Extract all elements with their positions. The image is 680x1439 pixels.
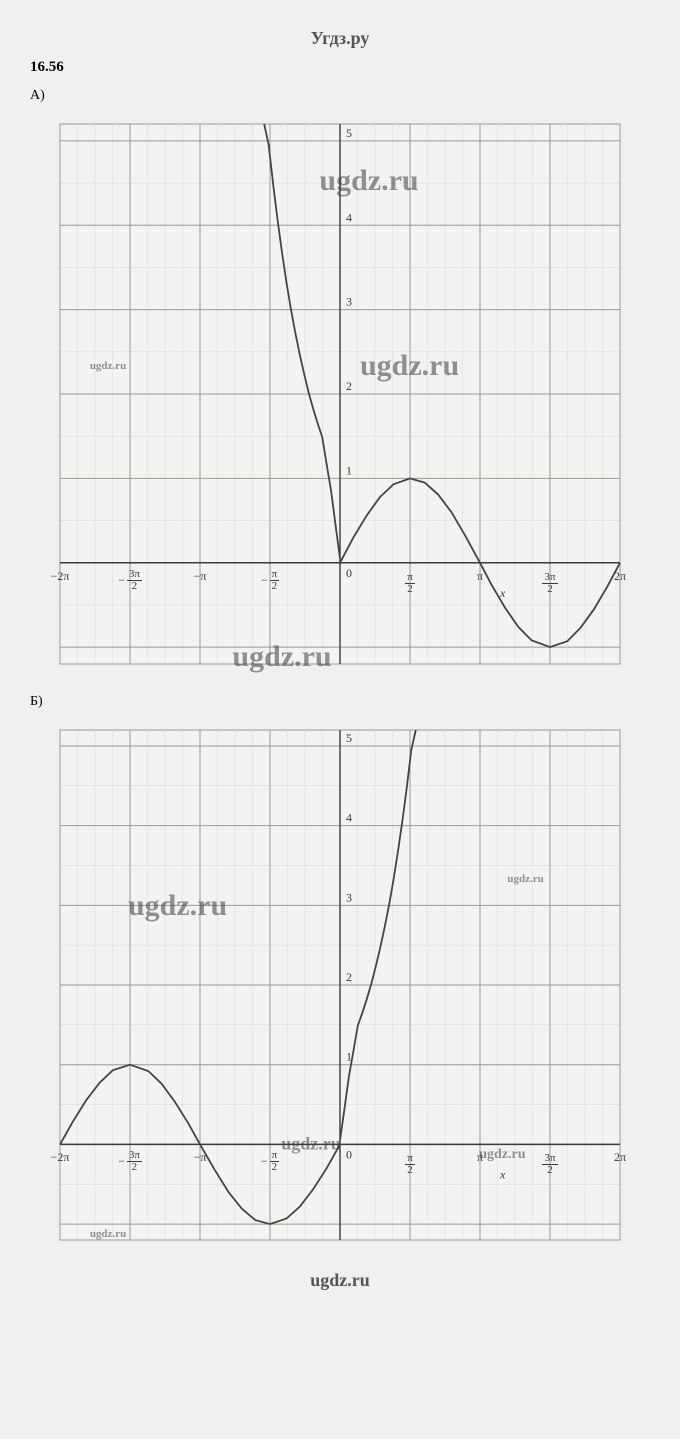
problem-number: 16.56 — [30, 59, 650, 76]
x-tick-label: 3π2 — [532, 1150, 568, 1176]
header-site: Угдз.ру — [30, 28, 650, 49]
x-tick-label: 3π2 — [532, 569, 568, 595]
x-tick-label: π — [462, 569, 498, 584]
x-tick-label: 2π — [602, 1150, 638, 1165]
chart-b: 123450x−2π−3π2−π−π2π2π3π22πugdz.ruugdz.r… — [50, 720, 630, 1250]
chart-a: 123450x−2π−3π2−π−π2π2π3π22πugdz.ruugdz.r… — [50, 114, 630, 674]
x-tick-label: −π2 — [252, 1150, 288, 1173]
y-tick-label: 4 — [346, 210, 352, 224]
y-tick-label: 3 — [346, 295, 352, 309]
x-axis-label: x — [499, 1167, 506, 1181]
subproblem-b-label: Б) — [30, 694, 650, 710]
y-tick-label: 1 — [346, 463, 352, 477]
x-tick-label: −π2 — [252, 569, 288, 592]
y-tick-label: 4 — [346, 811, 352, 825]
page: Угдз.ру 16.56 А) 123450x−2π−3π2−π−π2π2π3… — [0, 0, 680, 1319]
x-tick-label: π2 — [392, 1150, 428, 1176]
y-tick-label: 2 — [346, 970, 352, 984]
footer-site: ugdz.ru — [30, 1270, 650, 1291]
x-tick-label: −3π2 — [112, 569, 148, 592]
x-axis-label: x — [499, 586, 506, 600]
y-tick-label: 3 — [346, 890, 352, 904]
x-tick-label: −2π — [42, 1150, 78, 1165]
y-tick-label: 5 — [346, 731, 352, 745]
x-tick-label: −π — [182, 569, 218, 584]
x-tick-label: −π — [182, 1150, 218, 1165]
y-tick-label: 1 — [346, 1050, 352, 1064]
x-tick-label: π — [462, 1150, 498, 1165]
x-tick-label: −3π2 — [112, 1150, 148, 1173]
y-tick-label: 2 — [346, 379, 352, 393]
x-tick-label: −2π — [42, 569, 78, 584]
y-tick-label: 5 — [346, 126, 352, 140]
x-tick-label: π2 — [392, 569, 428, 595]
x-tick-label: 2π — [602, 569, 638, 584]
origin-label: 0 — [346, 566, 352, 580]
subproblem-a-label: А) — [30, 88, 650, 104]
origin-label: 0 — [346, 1147, 352, 1161]
